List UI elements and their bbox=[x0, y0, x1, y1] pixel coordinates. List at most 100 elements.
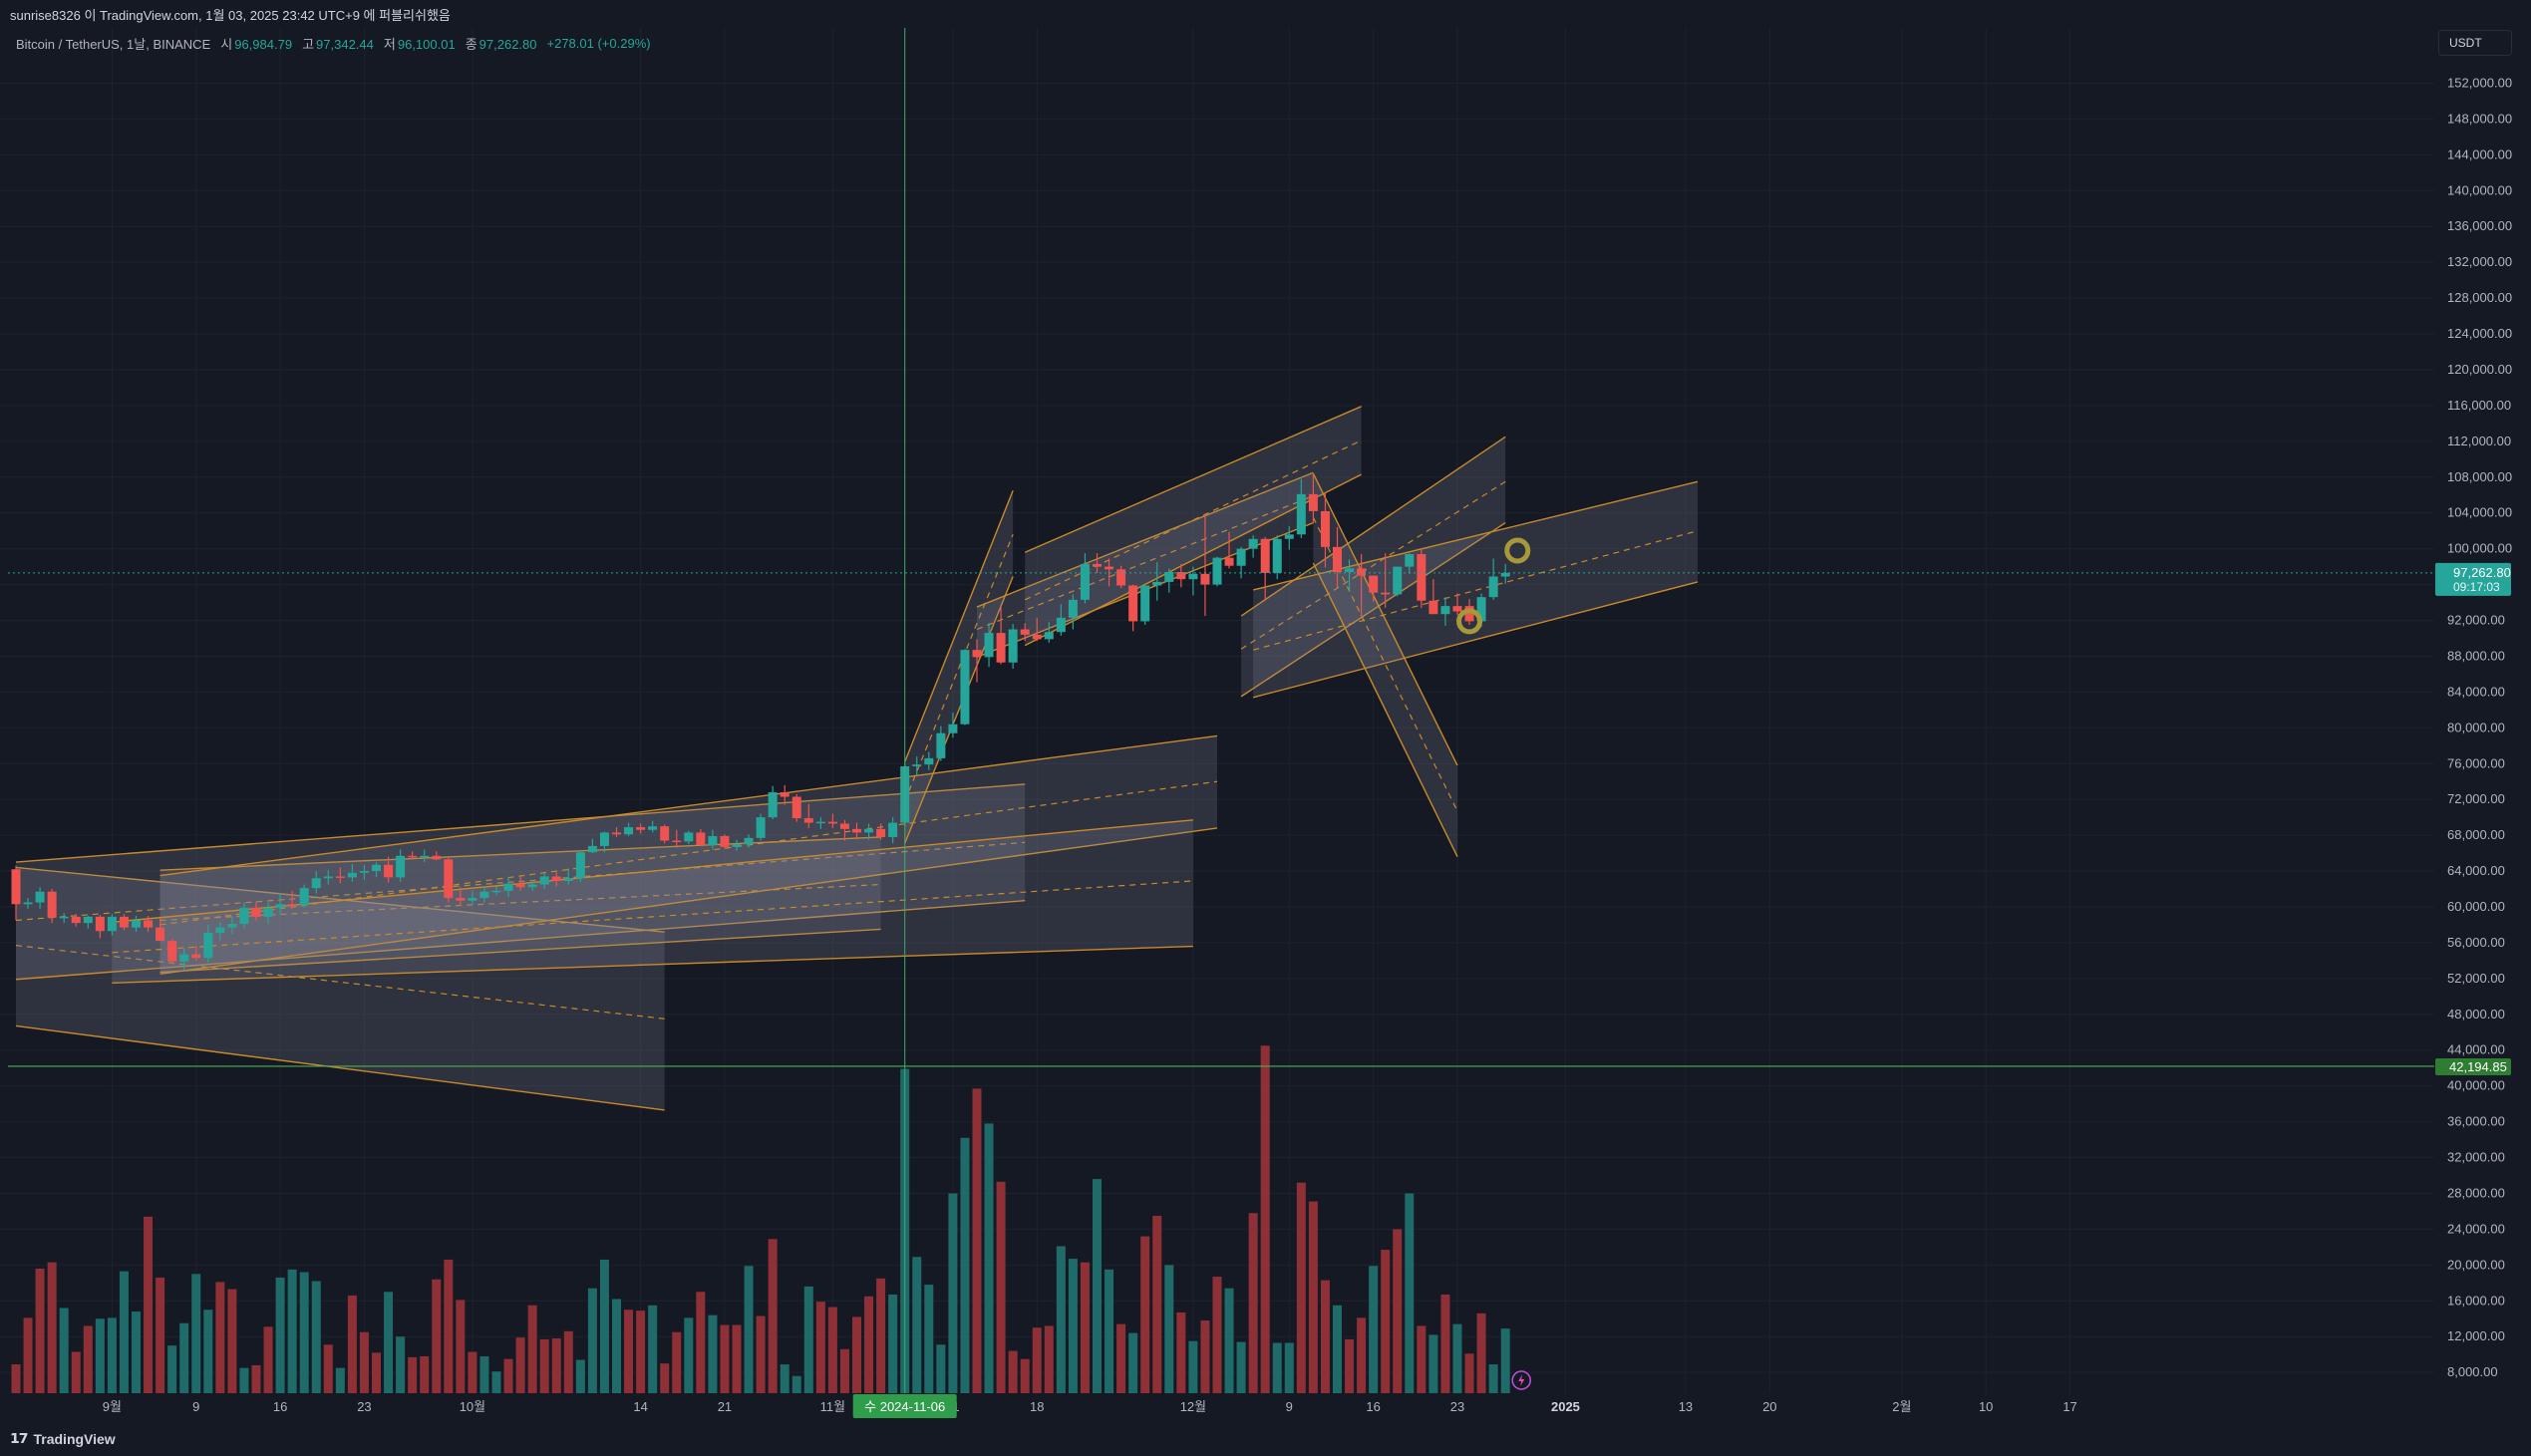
candle-body bbox=[47, 891, 57, 918]
time-axis-label: 18 bbox=[1030, 1399, 1044, 1414]
candle-body bbox=[960, 650, 970, 725]
candle-body bbox=[1044, 632, 1054, 640]
candle-body bbox=[263, 907, 273, 917]
low-label: 저 bbox=[383, 37, 396, 52]
candle-body bbox=[335, 876, 345, 878]
channel-mid-line bbox=[976, 495, 1314, 631]
time-axis[interactable]: 9월9162310월142111월111812월91623202513202월1… bbox=[0, 1393, 2434, 1421]
candle bbox=[852, 822, 861, 838]
channel-upper-line bbox=[904, 489, 1014, 762]
candle-body bbox=[876, 828, 886, 837]
regression-channels bbox=[15, 406, 1699, 1111]
candle bbox=[684, 830, 694, 845]
channel-lower-line bbox=[1240, 522, 1506, 698]
crosshair-date-badge[interactable] bbox=[852, 1394, 957, 1418]
volume-bar bbox=[575, 1359, 585, 1393]
candle bbox=[1200, 514, 1210, 617]
time-axis-label: 23 bbox=[357, 1399, 371, 1414]
last-price-badge[interactable] bbox=[2435, 562, 2511, 596]
candle bbox=[575, 850, 585, 882]
candle-body bbox=[144, 920, 154, 928]
candle bbox=[839, 819, 849, 841]
volume-bar bbox=[432, 1279, 442, 1393]
candle-body bbox=[107, 916, 117, 932]
price-axis-label: 36,000.00 bbox=[2447, 1114, 2505, 1129]
candle bbox=[732, 839, 742, 851]
candle-body bbox=[696, 832, 706, 846]
candle-body bbox=[239, 907, 249, 925]
candle-body bbox=[1260, 538, 1270, 573]
volume-bar bbox=[827, 1307, 837, 1393]
candle bbox=[587, 838, 597, 854]
channel-lower-line bbox=[159, 827, 1218, 976]
volume-bar bbox=[1500, 1328, 1510, 1393]
volume-bar bbox=[1440, 1294, 1450, 1393]
candle bbox=[960, 649, 970, 726]
volume-bar bbox=[1357, 1317, 1367, 1393]
candle bbox=[1032, 617, 1042, 642]
candle bbox=[156, 918, 165, 942]
symbol-name[interactable]: Bitcoin / TetherUS, 1날, BINANCE bbox=[16, 37, 211, 52]
currency-button[interactable]: USDT bbox=[2438, 30, 2512, 56]
volume-bar bbox=[1393, 1229, 1403, 1393]
candle bbox=[251, 901, 261, 921]
volume-bar bbox=[347, 1295, 357, 1393]
price-axis-label: 48,000.00 bbox=[2447, 1007, 2505, 1021]
candle bbox=[1080, 553, 1090, 604]
volume-bar bbox=[1056, 1246, 1066, 1393]
candle-body bbox=[1464, 606, 1474, 622]
volume-bar bbox=[924, 1285, 934, 1393]
candle-body bbox=[372, 864, 381, 872]
candle-body bbox=[203, 933, 213, 959]
candle bbox=[1008, 624, 1018, 670]
candle bbox=[515, 876, 525, 891]
volume-bar bbox=[852, 1316, 861, 1393]
volume-bar bbox=[1320, 1280, 1330, 1393]
candle-body bbox=[1488, 576, 1498, 598]
lightning-icon[interactable] bbox=[1511, 1370, 1531, 1390]
channel-upper-line bbox=[976, 471, 1314, 608]
candle-body bbox=[251, 907, 261, 917]
tradingview-logo-icon: 𝟭𝟳 bbox=[10, 1430, 29, 1446]
volume-bar bbox=[839, 1348, 849, 1393]
candle bbox=[191, 945, 201, 961]
channel-upper-line bbox=[15, 783, 1026, 863]
channel-lower-line bbox=[1312, 562, 1458, 857]
volume-bar bbox=[672, 1331, 682, 1393]
candle-body bbox=[888, 822, 898, 837]
price-axis[interactable]: 152,000.00 148,000.00 144,000.00 140,000.00… bbox=[2434, 28, 2531, 1421]
candle bbox=[167, 939, 177, 965]
volume-bar bbox=[756, 1315, 766, 1393]
price-axis-label: 120,000.00 bbox=[2447, 362, 2512, 377]
volume-bar bbox=[11, 1364, 21, 1393]
candlesticks bbox=[11, 474, 1510, 970]
price-axis-label: 152,000.00 bbox=[2447, 76, 2512, 91]
volume-bar bbox=[1152, 1215, 1162, 1393]
candle-body bbox=[1272, 538, 1282, 573]
horizontal-line-badge[interactable] bbox=[2435, 1057, 2511, 1075]
candle-body bbox=[1405, 554, 1415, 567]
price-axis-label: 92,000.00 bbox=[2447, 613, 2505, 628]
channel-lower-line bbox=[904, 576, 1014, 844]
volume-bar bbox=[815, 1302, 825, 1393]
candle-body bbox=[1248, 538, 1258, 549]
candle bbox=[1357, 554, 1367, 617]
price-axis-background bbox=[2434, 28, 2531, 1421]
volume-bar bbox=[132, 1311, 141, 1393]
volume-bar bbox=[803, 1286, 813, 1393]
volume-bar bbox=[1105, 1269, 1114, 1393]
candle-body bbox=[1308, 493, 1318, 511]
candle bbox=[551, 871, 561, 887]
candle-body bbox=[287, 904, 297, 906]
volume-bar bbox=[251, 1364, 261, 1393]
price-axis-label: 88,000.00 bbox=[2447, 648, 2505, 663]
volume-bar bbox=[744, 1266, 754, 1393]
legend-high: 고 97,342.44 bbox=[302, 34, 374, 53]
volume-bar bbox=[1164, 1265, 1174, 1393]
candle bbox=[59, 913, 69, 924]
candle-body bbox=[1008, 629, 1018, 663]
candle-body bbox=[708, 836, 718, 846]
channel-mid-line bbox=[1024, 439, 1362, 601]
candle bbox=[1152, 562, 1162, 601]
